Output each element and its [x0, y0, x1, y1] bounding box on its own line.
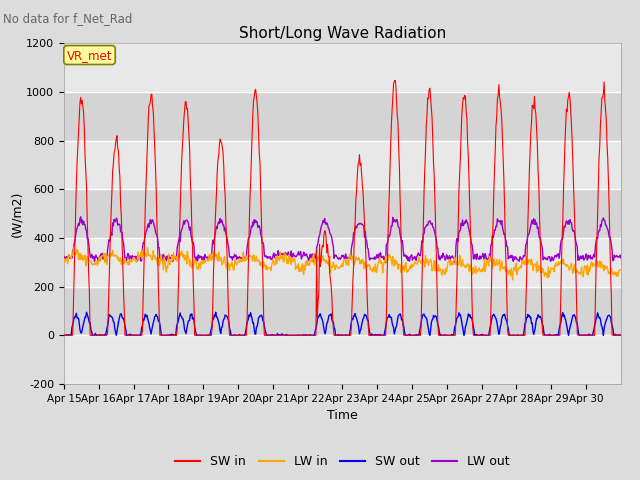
Bar	[64, 238, 621, 287]
Text: VR_met: VR_met	[67, 48, 112, 61]
Title: Short/Long Wave Radiation: Short/Long Wave Radiation	[239, 25, 446, 41]
Bar	[64, 336, 621, 384]
X-axis label: Time: Time	[327, 409, 358, 422]
Bar	[64, 92, 621, 141]
Y-axis label: (W/m2): (W/m2)	[10, 191, 24, 237]
Bar	[64, 141, 621, 189]
Text: No data for f_Net_Rad: No data for f_Net_Rad	[3, 12, 132, 25]
Legend: SW in, LW in, SW out, LW out: SW in, LW in, SW out, LW out	[170, 450, 515, 473]
Bar	[64, 43, 621, 92]
Bar	[64, 189, 621, 238]
Bar	[64, 287, 621, 336]
